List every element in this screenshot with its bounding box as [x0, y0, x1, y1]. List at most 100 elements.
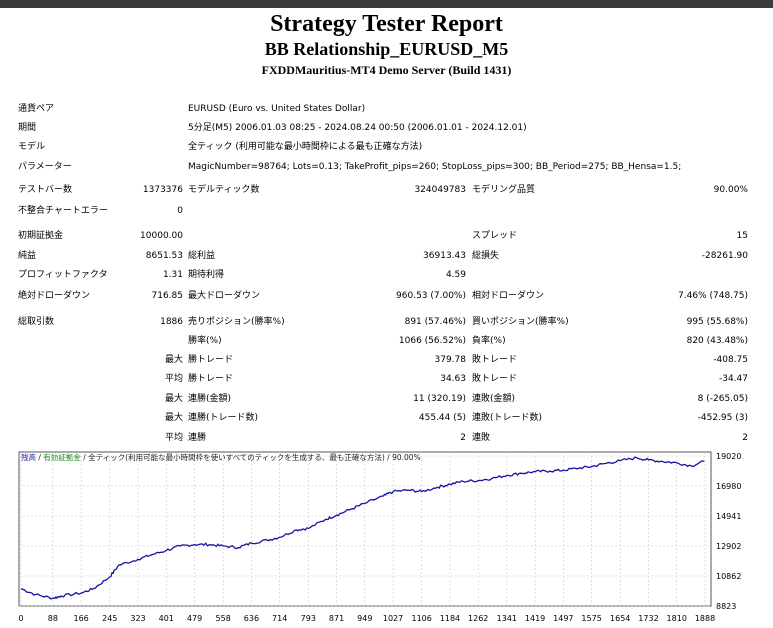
value-trades: 1886: [160, 317, 183, 327]
x-tick-label: 793: [301, 614, 316, 623]
value-avgloss: -34.47: [718, 374, 748, 384]
value-mismatch: 0: [177, 206, 183, 216]
value-long: 995 (55.68%): [686, 317, 748, 327]
label-largestloss: 敗トレード: [472, 355, 518, 365]
info-value-symbol: EURUSD (Euro vs. United States Dollar): [188, 104, 366, 114]
value-deposit: 10000.00: [140, 231, 183, 241]
value-absdd: 716.85: [151, 291, 184, 301]
y-tick-label: 12902: [716, 542, 741, 551]
value-conswin: 11 (320.19): [413, 394, 466, 404]
x-tick-label: 1732: [638, 614, 658, 623]
x-tick-label: 1654: [610, 614, 630, 623]
label-profitfactor: プロフィットファクタ: [18, 270, 108, 280]
x-tick-label: 871: [329, 614, 344, 623]
label-netprofit: 純益: [18, 251, 37, 261]
label-avgconsloss: 連敗: [472, 433, 491, 443]
value-largestwin: 379.78: [434, 355, 467, 365]
x-tick-label: 1810: [667, 614, 687, 623]
value-quality: 90.00%: [713, 185, 748, 195]
x-tick-label: 0: [18, 614, 23, 623]
label-grossloss: 総損失: [472, 251, 500, 261]
x-tick-label: 1419: [525, 614, 545, 623]
legend-balance: 残高: [21, 453, 36, 462]
x-tick-label: 401: [159, 614, 174, 623]
label-avgloss: 敗トレード: [472, 374, 518, 384]
y-tick-label: 14941: [716, 512, 741, 521]
x-tick-label: 245: [102, 614, 117, 623]
label-expected: 期待利得: [188, 270, 225, 280]
label-quality: モデリング品質: [472, 185, 536, 195]
label-max-3: 最大: [164, 413, 183, 423]
balance-chart: 0 88 166 245 323 401 479 558 636 714 793 871 949 1027…: [18, 451, 741, 623]
label-long: 買いポジション(勝率%): [472, 317, 569, 327]
report-subtitle: BB Relationship_EURUSD_M5: [264, 39, 509, 59]
label-trades: 総取引数: [18, 317, 55, 327]
legend-model: 全ティック(利用可能な最小時間枠を使いすべてのティックを生成する、最も正確な方法…: [88, 453, 385, 462]
info-label-period: 期間: [18, 123, 37, 133]
value-expected: 4.59: [445, 270, 466, 280]
label-absdd: 絶対ドローダウン: [18, 291, 91, 301]
x-tick-label: 1262: [468, 614, 488, 623]
legend-sep-2: /: [83, 453, 86, 462]
value-grossprofit: 36913.43: [423, 251, 466, 261]
label-ticks: モデルティック数: [188, 185, 260, 195]
label-grossprofit: 総利益: [188, 251, 216, 261]
label-conswin: 連勝(金額): [188, 394, 232, 404]
label-max-1: 最大: [164, 355, 183, 365]
x-tick-label: 949: [357, 614, 372, 623]
value-netprofit: 8651.53: [145, 251, 183, 261]
x-tick-label: 1341: [497, 614, 517, 623]
label-avg-1: 平均: [164, 374, 183, 384]
label-deposit: 初期証拠金: [18, 231, 64, 241]
value-consprofit: 455.44 (5): [418, 413, 466, 423]
legend-sep-1: /: [38, 453, 41, 462]
label-reldd: 相対ドローダウン: [472, 291, 545, 301]
label-avgwin: 勝トレード: [188, 374, 234, 384]
info-label-model: モデル: [18, 142, 46, 152]
value-avgconsloss: 2: [742, 433, 748, 443]
value-largestloss: -408.75: [713, 355, 748, 365]
value-grossloss: -28261.90: [701, 251, 748, 261]
label-losspct: 負率(%): [472, 336, 506, 346]
legend-quality: 90.00%: [392, 453, 421, 462]
info-value-period: 5分足(M5) 2006.01.03 08:25 - 2024.08.24 00…: [188, 123, 527, 133]
label-consloss: 連敗(金額): [472, 394, 516, 404]
legend-sep-3: /: [387, 453, 390, 462]
value-reldd: 7.46% (748.75): [678, 291, 748, 301]
value-avgwin: 34.63: [440, 374, 466, 384]
value-consloss: 8 (-265.05): [697, 394, 748, 404]
label-conslossamt: 連敗(トレード数): [472, 413, 543, 423]
label-maxdd: 最大ドローダウン: [188, 291, 261, 301]
x-tick-label: 1106: [412, 614, 432, 623]
x-tick-label: 1888: [695, 614, 715, 623]
label-consprofit: 連勝(トレード数): [188, 413, 259, 423]
y-tick-label: 8823: [716, 602, 736, 611]
value-spread: 15: [736, 231, 748, 241]
server-info: FXDDMauritius-MT4 Demo Server (Build 143…: [261, 63, 512, 77]
label-short: 売りポジション(勝率%): [188, 317, 285, 327]
x-tick-label: 1497: [553, 614, 573, 623]
x-tick-label: 636: [244, 614, 259, 623]
window-top-bar: [0, 0, 773, 8]
value-winpct: 1066 (56.52%): [398, 336, 466, 346]
value-avgconswin: 2: [460, 433, 466, 443]
x-tick-label: 714: [272, 614, 287, 623]
info-value-model: 全ティック (利用可能な最小時間枠による最も正確な方法): [188, 142, 423, 152]
x-tick-label: 88: [48, 614, 58, 623]
x-tick-label: 1184: [440, 614, 460, 623]
value-maxdd: 960.53 (7.00%): [396, 291, 466, 301]
value-profitfactor: 1.31: [162, 270, 183, 280]
label-largestwin: 勝トレード: [188, 355, 234, 365]
y-tick-label: 19020: [716, 452, 741, 461]
info-label-params: パラメーター: [18, 162, 72, 172]
value-ticks: 324049783: [414, 185, 466, 195]
x-tick-label: 479: [187, 614, 202, 623]
x-tick-label: 1027: [383, 614, 403, 623]
info-label-symbol: 通貨ペア: [18, 104, 55, 114]
value-conslossamt: -452.95 (3): [697, 413, 748, 423]
label-bars: テストバー数: [18, 185, 73, 195]
label-mismatch: 不整合チャートエラー: [18, 206, 108, 216]
value-losspct: 820 (43.48%): [686, 336, 748, 346]
label-winpct: 勝率(%): [188, 336, 222, 346]
label-avg-2: 平均: [164, 433, 183, 443]
